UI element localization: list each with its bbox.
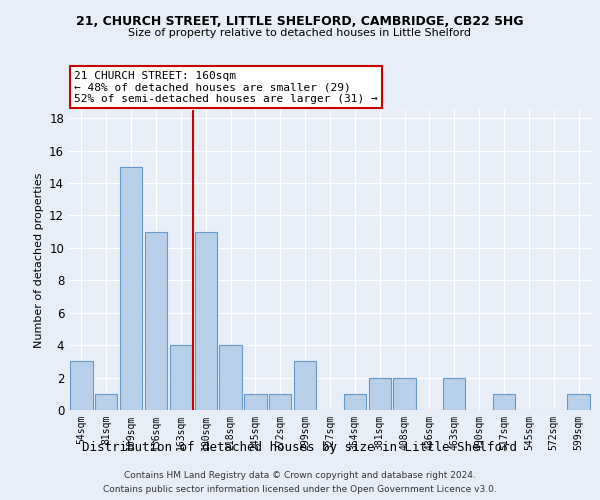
Text: 21, CHURCH STREET, LITTLE SHELFORD, CAMBRIDGE, CB22 5HG: 21, CHURCH STREET, LITTLE SHELFORD, CAMB… [76,15,524,28]
Bar [120,167,142,410]
Text: Distribution of detached houses by size in Little Shelford: Distribution of detached houses by size … [83,441,517,454]
Text: Contains HM Land Registry data © Crown copyright and database right 2024.: Contains HM Land Registry data © Crown c… [124,472,476,480]
Bar [244,394,266,410]
Text: 21 CHURCH STREET: 160sqm
← 48% of detached houses are smaller (29)
52% of semi-d: 21 CHURCH STREET: 160sqm ← 48% of detach… [74,71,378,104]
Bar [493,394,515,410]
Bar [70,362,92,410]
Bar [368,378,391,410]
Bar [294,362,316,410]
Bar [170,345,192,410]
Y-axis label: Number of detached properties: Number of detached properties [34,172,44,348]
Bar [220,345,242,410]
Bar [194,232,217,410]
Text: Contains public sector information licensed under the Open Government Licence v3: Contains public sector information licen… [103,484,497,494]
Bar [145,232,167,410]
Bar [568,394,590,410]
Bar [95,394,118,410]
Text: Size of property relative to detached houses in Little Shelford: Size of property relative to detached ho… [128,28,472,38]
Bar [394,378,416,410]
Bar [269,394,292,410]
Bar [344,394,366,410]
Bar [443,378,466,410]
